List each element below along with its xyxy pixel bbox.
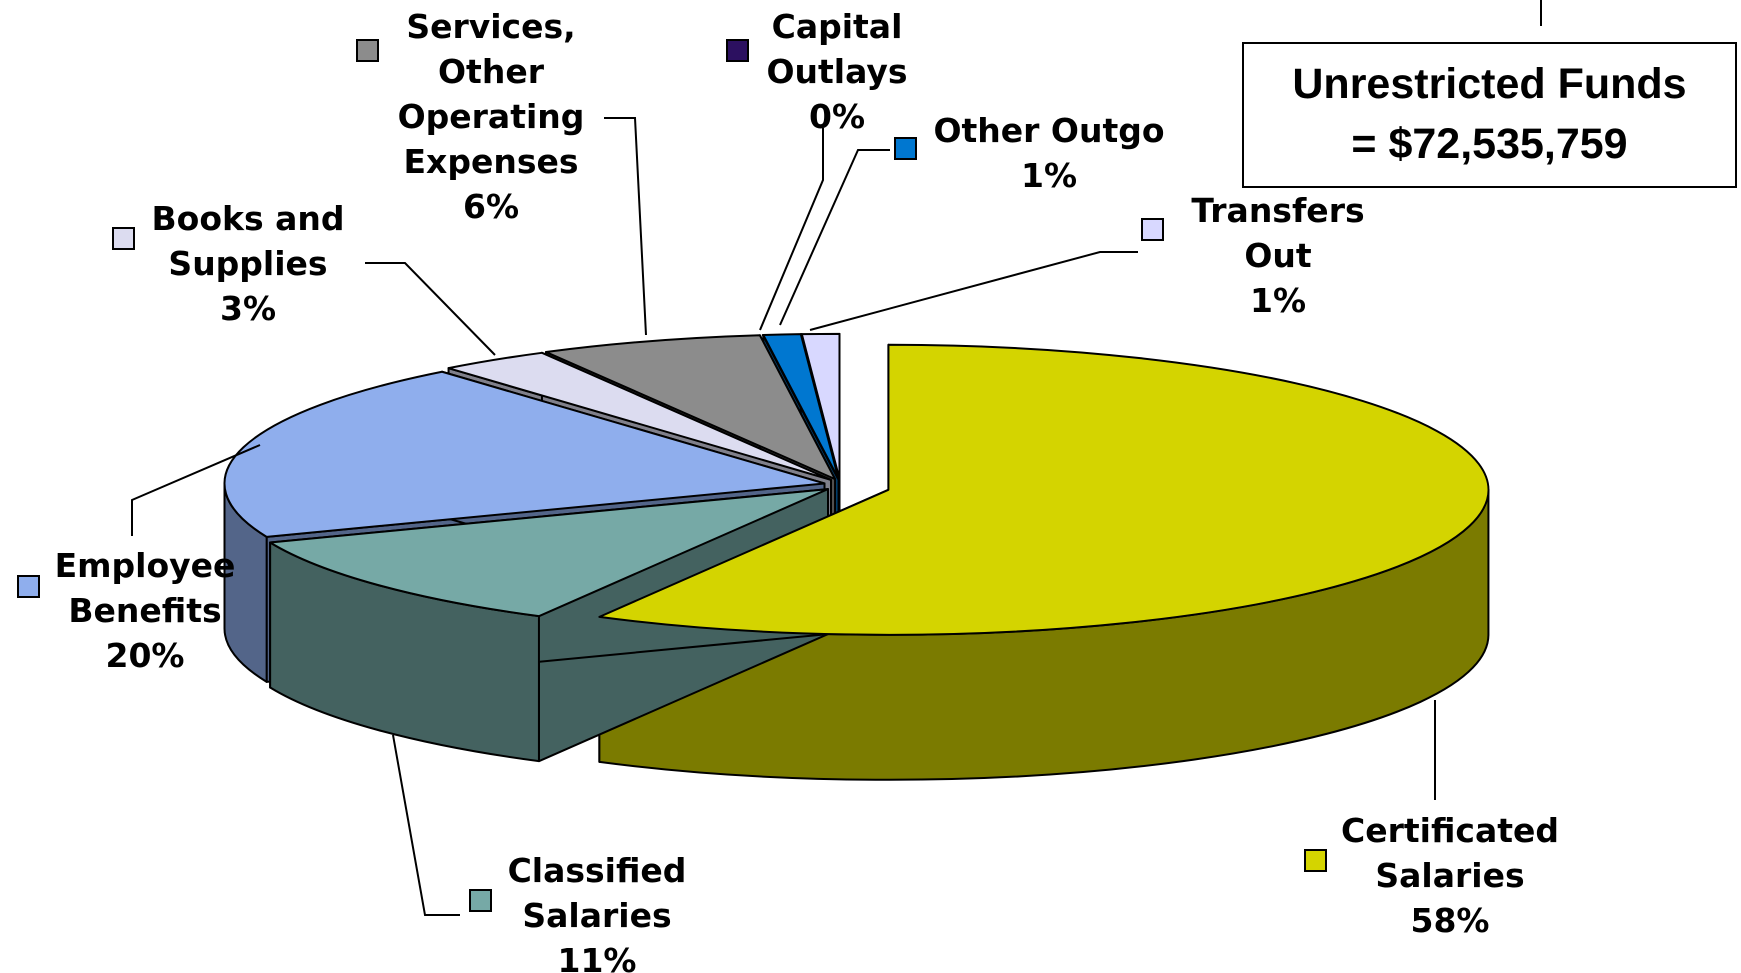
data-label: Capital Outlays 0% (737, 4, 937, 139)
legend-swatch (1304, 849, 1327, 872)
slice (800, 332, 841, 480)
leader-line (759, 128, 824, 331)
slice (269, 488, 829, 618)
category-label: Transfers Out (1191, 191, 1365, 275)
legend-swatch (894, 137, 917, 160)
value-label: 0% (808, 97, 866, 136)
data-label: Services, Other Operating Expenses 6% (391, 4, 591, 229)
slice (223, 370, 826, 538)
leader-line (604, 117, 647, 336)
value-label: 58% (1410, 901, 1490, 940)
category-label: Services, Other Operating Expenses (397, 7, 585, 181)
legend-swatch (112, 227, 135, 250)
data-label: Employee Benefits 20% (40, 543, 250, 678)
leader-line (809, 251, 1138, 331)
category-label: Classified Salaries (507, 851, 687, 935)
slice (447, 351, 833, 481)
annotation-box: Unrestricted Funds = $72,535,759 (1242, 42, 1737, 188)
leader-line (131, 444, 261, 536)
slice (545, 334, 837, 481)
value-label: 11% (557, 941, 637, 973)
leader-line (392, 734, 460, 916)
leader-line (365, 262, 496, 356)
value-label: 6% (462, 187, 520, 226)
category-label: Other Outgo (933, 111, 1165, 150)
value-label: 1% (1020, 156, 1078, 195)
annotation-text: = $72,535,759 (1351, 120, 1628, 168)
legend-swatch (726, 39, 749, 62)
legend-swatch (469, 889, 492, 912)
value-label: 1% (1249, 281, 1307, 320)
leader-line (779, 149, 890, 326)
data-label: Classified Salaries 11% (492, 848, 702, 973)
category-label: Capital Outlays (766, 7, 908, 91)
slice (598, 343, 1490, 636)
data-label: Other Outgo 1% (919, 108, 1179, 198)
legend-swatch (1141, 218, 1164, 241)
data-label: Transfers Out 1% (1173, 188, 1383, 323)
category-label: Employee Benefits (54, 546, 236, 630)
value-label: 3% (219, 289, 277, 328)
data-label: Books and Supplies 3% (128, 196, 368, 331)
data-label: Certificated Salaries 58% (1320, 808, 1580, 943)
legend-swatch (356, 39, 379, 62)
category-label: Certificated Salaries (1340, 811, 1560, 895)
category-label: Books and Supplies (151, 199, 345, 283)
legend-swatch (17, 575, 40, 598)
value-label: 20% (105, 636, 185, 675)
annotation-text: Unrestricted Funds (1292, 60, 1687, 108)
slice (762, 333, 840, 480)
